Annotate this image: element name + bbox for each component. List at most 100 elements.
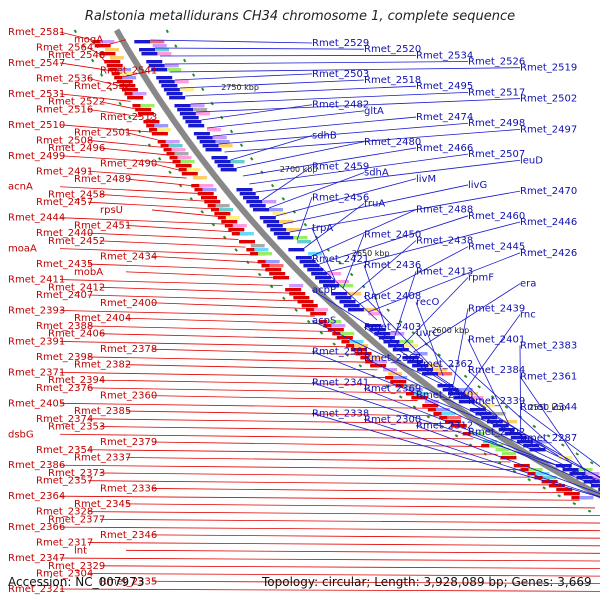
- left-gene-label: Rmet_2406: [48, 329, 105, 340]
- left-leader-line: [87, 480, 551, 486]
- right-leader-line: [185, 85, 417, 97]
- reverse-gene: [151, 68, 168, 72]
- kbp-scale-label: 2750 kbp: [221, 83, 259, 92]
- cog-category-block: [250, 244, 265, 248]
- left-leader-line: [99, 565, 600, 569]
- cog-category-block: [428, 364, 443, 368]
- left-leader-line: [59, 433, 474, 440]
- left-leader-line: [125, 457, 511, 463]
- left-gene-label: Rmet_2388: [36, 321, 93, 332]
- cog-category-block: [340, 332, 355, 336]
- reverse-gene: [311, 272, 328, 276]
- forward-gene: [301, 304, 318, 308]
- right-leader-line: [195, 98, 521, 113]
- right-gene-label: truA: [364, 198, 385, 209]
- left-gene-label: Rmet_2374: [36, 414, 93, 425]
- cog-category-block: [373, 360, 388, 364]
- cog-category-block: [100, 40, 115, 44]
- left-gene-label: Rmet_2457: [36, 197, 93, 208]
- cog-category-block: [215, 204, 230, 208]
- right-gene-label: Rmet_2480: [364, 137, 421, 148]
- right-leader-line: [403, 277, 469, 345]
- right-gene-label: Rmet_2482: [312, 100, 369, 111]
- left-leader-line: [59, 155, 175, 164]
- right-gene-label: Rmet_2361: [520, 371, 577, 382]
- reverse-gene: [148, 64, 165, 68]
- right-gene-label: Rmet_2517: [468, 87, 525, 98]
- left-leader-line: [99, 426, 462, 432]
- cog-category-block: [193, 108, 208, 112]
- reverse-gene: [469, 408, 486, 412]
- left-gene-label: Rmet_2496: [48, 143, 105, 154]
- forward-gene: [285, 288, 302, 292]
- reverse-gene: [365, 324, 382, 328]
- reverse-gene: [174, 104, 191, 108]
- right-leader-line: [262, 166, 313, 201]
- cog-category-block: [441, 412, 456, 416]
- reverse-gene: [475, 412, 492, 416]
- right-leader-line: [363, 326, 487, 409]
- left-gene-label: Rmet_2317: [36, 538, 93, 549]
- right-leader-line: [164, 61, 469, 65]
- left-gene-label: Rmet_2501: [74, 128, 131, 139]
- reverse-gene: [182, 116, 199, 120]
- reverse-gene: [374, 332, 391, 336]
- left-gene-label: Rmet_2564: [36, 42, 93, 53]
- right-gene-label: rpmF: [468, 273, 494, 284]
- right-leader-line: [150, 39, 313, 44]
- left-gene-label: Rmet_2353: [48, 422, 105, 433]
- left-leader-line: [59, 526, 600, 532]
- left-leader-line: [59, 186, 199, 194]
- reverse-gene: [139, 48, 156, 52]
- cog-category-block: [207, 128, 222, 132]
- reverse-gene: [516, 440, 533, 444]
- left-gene-label: rpsU: [100, 205, 123, 216]
- reverse-gene: [583, 480, 600, 484]
- left-gene-label: Rmet_2541: [100, 66, 157, 77]
- cog-category-block: [482, 440, 497, 444]
- cog-category-block: [388, 372, 403, 376]
- left-leader-line: [87, 511, 600, 516]
- forward-gene: [181, 172, 198, 176]
- right-leader-line: [319, 215, 469, 265]
- reverse-gene: [335, 296, 352, 300]
- cog-category-block: [171, 148, 186, 152]
- left-leader-line: [59, 62, 111, 72]
- cog-category-block: [393, 376, 408, 380]
- left-leader-line: [151, 488, 565, 494]
- right-leader-line: [363, 419, 600, 498]
- left-gene-label: Rmet_2371: [8, 367, 65, 378]
- left-leader-line: [115, 70, 153, 79]
- left-gene-label: Rmet_2347: [8, 553, 65, 564]
- cog-category-block: [192, 176, 207, 180]
- left-gene-label: Rmet_2490: [100, 159, 157, 170]
- reverse-gene: [486, 420, 503, 424]
- left-leader-line: [125, 178, 193, 187]
- right-gene-label: Rmet_2344: [520, 402, 577, 413]
- right-gene-label: acpP: [312, 285, 336, 296]
- reverse-gene: [383, 340, 400, 344]
- reverse-gene: [510, 436, 527, 440]
- reverse-gene: [239, 192, 256, 196]
- reverse-gene: [185, 120, 202, 124]
- reverse-gene: [453, 396, 470, 400]
- cog-category-block: [239, 232, 254, 236]
- cog-category-block: [165, 140, 180, 144]
- right-leader-line: [413, 283, 521, 353]
- reverse-gene: [214, 160, 231, 164]
- left-gene-label: Rmet_2547: [8, 58, 65, 69]
- right-gene-label: Rmet_2341: [312, 377, 369, 388]
- left-leader-line: [151, 348, 359, 355]
- forward-gene: [175, 164, 192, 168]
- right-leader-line: [311, 258, 378, 321]
- left-gene-label: Rmet_2304: [36, 569, 93, 580]
- reverse-gene: [134, 40, 151, 44]
- right-leader-line: [174, 73, 313, 81]
- left-leader-line: [96, 39, 127, 49]
- right-leader-line: [242, 147, 417, 177]
- left-leader-line: [125, 410, 440, 417]
- left-leader-line: [151, 580, 600, 585]
- left-gene-label: Rmet_2378: [100, 344, 157, 355]
- right-gene-label: Rmet_2340: [416, 390, 473, 401]
